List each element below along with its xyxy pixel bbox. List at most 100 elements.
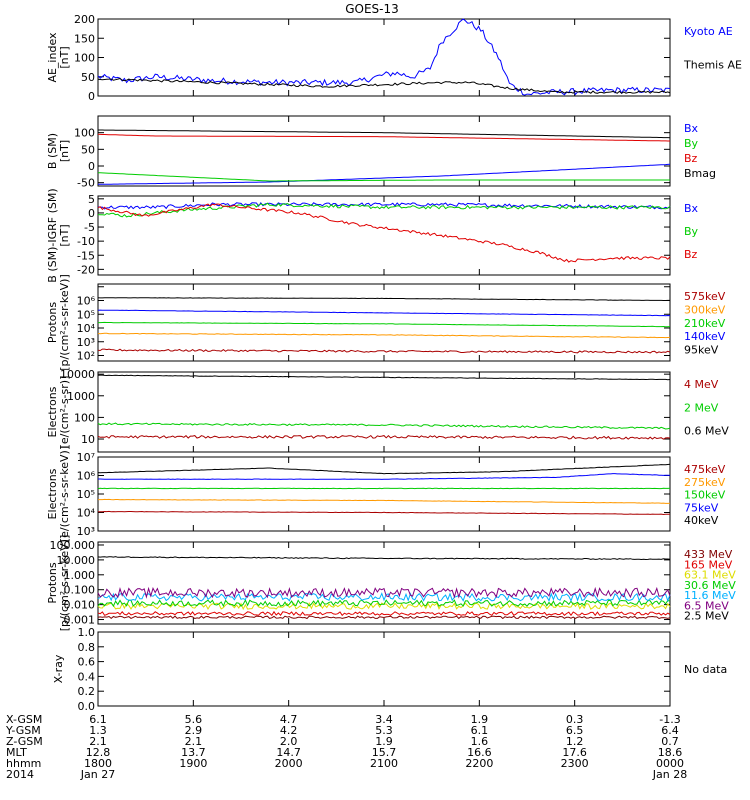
bottom-row-label: Z-GSM (6, 735, 43, 748)
y-tick-label: 100 (74, 52, 95, 65)
y-tick-label: 10⁴ (77, 507, 96, 520)
bottom-row-label: hhmm (6, 757, 41, 770)
panel-frame (97, 371, 671, 453)
y-axis-label: Protons (46, 302, 59, 343)
legend-label: 475keV (684, 463, 726, 476)
bottom-axis-value: 5.3 (375, 724, 393, 737)
series-line-by (97, 202, 671, 218)
legend-label: Bmag (684, 167, 716, 180)
panel-frame (97, 115, 671, 187)
y-axis-label: [p/(cm²-s-sr-keV)] (58, 535, 71, 632)
series-line-433-mev (97, 615, 671, 620)
series-line-75kev (98, 473, 671, 480)
y-tick-label: 10⁶ (77, 470, 96, 483)
y-axis-label: Electrons (46, 386, 59, 437)
y-axis-label: [nT] (58, 46, 71, 68)
y-tick-label: 10⁵ (77, 488, 95, 501)
bottom-axis-value: 16.6 (467, 746, 492, 759)
series-line-bx (97, 202, 671, 210)
bottom-row-label: Y-GSM (5, 724, 41, 737)
panel-bsm: -50 0 50 100 B (SM) [nT] Bx By Bz Bmag (46, 115, 716, 190)
bottom-axis-value: 2100 (370, 757, 398, 770)
y-tick-label: 10⁷ (77, 451, 95, 464)
y-tick-label: 10³ (77, 525, 95, 538)
legend-label: 150keV (684, 489, 726, 502)
bottom-axis-value: 4.7 (280, 713, 298, 726)
bottom-axis-value: 2.1 (185, 735, 203, 748)
bottom-row-label: MLT (6, 746, 27, 759)
y-axis-label: Electrons (46, 468, 59, 519)
bottom-axis-value: 1900 (179, 757, 207, 770)
bottom-axis-value: 3.4 (375, 713, 393, 726)
legend-label: 300keV (684, 303, 726, 316)
y-tick-label: -15 (77, 249, 95, 262)
bottom-axis-value: 1.9 (375, 735, 393, 748)
series-line-140kev (97, 309, 671, 317)
legend-label: Themis AE (683, 59, 742, 72)
bottom-axis-value: 1.9 (471, 713, 489, 726)
legend-label: 0.6 MeV (684, 425, 729, 438)
legend-label: Bx (684, 202, 699, 215)
bottom-axis-value: 18.6 (658, 746, 683, 759)
bottom-axis-value: Jan 28 (652, 768, 687, 781)
legend-label: 75keV (684, 501, 719, 514)
series-line-0.6-mev (97, 374, 671, 381)
bottom-axis-value: Jan 27 (80, 768, 115, 781)
bottom-axis-value: 6.5 (566, 724, 584, 737)
series-line-210kev (98, 321, 671, 328)
series-line-bz (97, 203, 671, 263)
legend-label: 11.6 MeV (684, 589, 736, 602)
bottom-axis-value: 2000 (275, 757, 303, 770)
y-tick-label: 0 (88, 90, 95, 103)
series-line-575kev (97, 348, 671, 354)
y-tick-label: 10² (77, 350, 95, 363)
series-line-475kev (98, 510, 671, 516)
y-tick-label: 0.8 (78, 641, 96, 654)
y-tick-label: 50 (81, 143, 95, 156)
panel-frame (97, 631, 671, 707)
y-axis-label: [p/(cm²-s-sr-keV)] (58, 274, 71, 371)
legend-label: 63.1 MeV (684, 569, 736, 582)
y-tick-label: 10⁴ (77, 322, 96, 335)
bottom-axis-value: -1.3 (659, 713, 680, 726)
y-tick-label: 1.0 (78, 626, 96, 639)
bottom-axis-value: 2.1 (89, 735, 107, 748)
series-line-2-mev (97, 422, 671, 430)
legend-label: 95keV (684, 344, 719, 357)
series-line-2.5-mev (97, 556, 671, 561)
legend-label: Bz (684, 248, 698, 261)
y-tick-label: 1000 (67, 390, 95, 403)
series-line-95kev (97, 297, 670, 301)
y-tick-label: 0.001 (64, 614, 96, 627)
legend-label: By (684, 137, 699, 150)
series-line-165-mev (97, 610, 671, 617)
bottom-axis: X-GSMY-GSMZ-GSMMLThhmm20146.11.32.112.81… (5, 713, 687, 781)
bottom-axis-value: 6.1 (89, 713, 107, 726)
bottom-axis-value: 12.8 (86, 746, 111, 759)
y-tick-label: 0.0 (78, 700, 96, 713)
series-line-11.6-mev (97, 592, 671, 603)
legend-label: By (684, 225, 699, 238)
legend-label: Bz (684, 152, 698, 165)
series-line-bx (98, 163, 671, 185)
bottom-axis-value: 2.9 (185, 724, 203, 737)
plot-title: GOES-13 (345, 2, 399, 16)
panel-frame (97, 541, 671, 625)
panel-xray: 0.0 0.2 0.40.6 0.8 1.0 X-ray No data (52, 626, 727, 713)
series-line-bmag (98, 129, 671, 139)
series-line-6.5-mev (97, 586, 671, 599)
no-data-note: No data (684, 663, 727, 676)
legend-label: 575keV (684, 290, 726, 303)
bottom-axis-value: 17.6 (562, 746, 587, 759)
y-tick-label: 10 (81, 433, 95, 446)
y-tick-label: 50 (81, 71, 95, 84)
bottom-axis-value: 14.7 (276, 746, 301, 759)
bottom-axis-value: 2200 (465, 757, 493, 770)
bottom-axis-value: 5.6 (185, 713, 203, 726)
y-tick-label: 0.4 (78, 670, 96, 683)
y-axis-label: [nT] (58, 140, 71, 162)
bottom-axis-value: 1.6 (471, 735, 489, 748)
y-tick-label: -50 (77, 177, 95, 190)
